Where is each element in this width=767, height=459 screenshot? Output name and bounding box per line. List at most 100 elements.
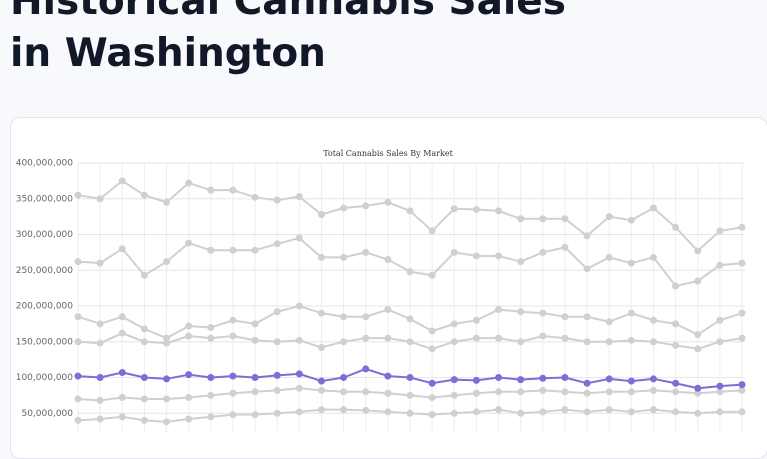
data-point [362,388,370,396]
data-point [140,325,148,333]
data-point [340,313,348,321]
data-point [118,245,126,253]
data-point [118,368,126,376]
data-point [140,416,148,424]
data-point [96,320,104,328]
data-point [495,406,503,414]
data-point [561,215,569,223]
data-point [340,253,348,261]
data-point [185,239,193,247]
data-point [649,316,657,324]
data-point [495,388,503,396]
data-point [251,374,259,381]
data-point [539,248,547,256]
data-point [185,371,193,379]
data-point [295,408,303,416]
data-point [716,261,724,269]
data-point [295,193,303,201]
y-tick-label: 350,000,000 [16,194,74,204]
data-point [185,322,193,330]
data-point [672,379,680,387]
data-point [694,409,702,417]
data-point [118,394,126,402]
y-tick-label: 250,000,000 [16,266,74,276]
data-point [472,408,480,416]
data-point [317,377,325,385]
data-point [450,391,458,399]
data-point [273,371,281,379]
data-point [539,386,547,394]
data-point [672,320,680,328]
data-point [627,309,635,317]
data-point [428,394,436,402]
data-point [428,379,436,387]
data-point [627,388,635,396]
data-point [74,258,82,266]
data-point [74,313,82,321]
data-point [229,316,237,324]
data-point [163,418,171,426]
data-point [517,308,525,316]
data-point [561,406,569,414]
data-point [229,372,237,380]
chart: Total Cannabis Sales By Market 50,000,00… [16,149,746,432]
data-point [672,408,680,416]
data-point [251,411,259,419]
data-point [251,336,259,344]
data-point [627,336,635,344]
data-point [96,415,104,423]
data-point [694,277,702,285]
data-point [738,334,746,342]
data-point [495,374,503,381]
data-point [517,215,525,223]
data-point [317,309,325,317]
data-point [605,388,613,396]
data-point [627,377,635,385]
data-point [207,334,215,342]
data-point [96,374,104,381]
data-point [649,338,657,346]
data-point [539,309,547,317]
data-point [649,375,657,383]
data-point [163,258,171,266]
data-point [384,334,392,342]
data-point [406,391,414,399]
data-point [517,388,525,396]
data-point [627,216,635,224]
data-point [317,386,325,394]
data-point [340,204,348,212]
data-point [694,331,702,339]
data-point [229,389,237,397]
data-point [495,207,503,215]
data-point [163,395,171,403]
data-point [649,253,657,261]
data-point [738,408,746,416]
data-point [694,345,702,353]
data-point [450,338,458,346]
data-point [118,329,126,337]
data-point [672,282,680,290]
data-point [627,259,635,267]
data-point [539,215,547,223]
data-point [649,204,657,212]
data-point [694,384,702,392]
data-point [140,338,148,346]
data-point [583,389,591,397]
data-point [273,409,281,417]
data-point [229,186,237,194]
data-point [96,195,104,203]
data-point [384,306,392,314]
y-tick-label: 150,000,000 [16,337,74,347]
data-point [738,223,746,231]
data-point [340,374,348,381]
data-point [561,334,569,342]
data-point [362,365,370,373]
data-point [561,388,569,396]
data-point [207,374,215,381]
data-point [251,388,259,396]
data-point [495,306,503,314]
data-point [450,376,458,384]
data-point [74,395,82,403]
data-point [140,395,148,403]
data-point [163,334,171,342]
